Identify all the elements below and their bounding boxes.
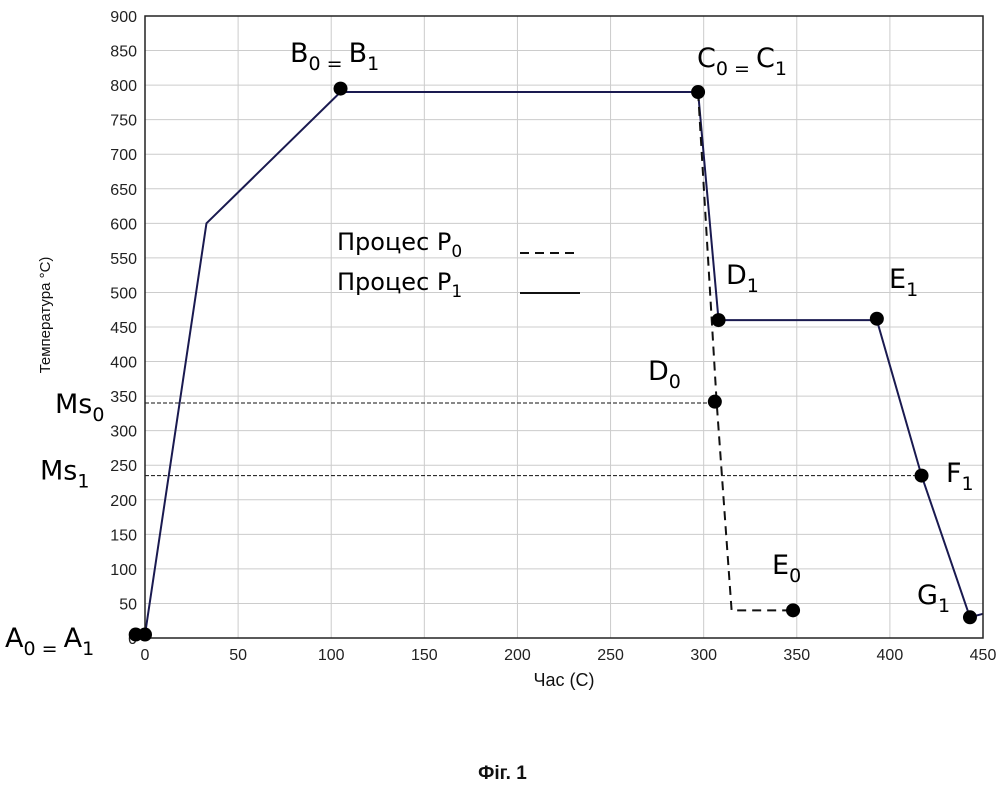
data-point — [138, 627, 152, 642]
point-label: E0 — [772, 550, 801, 587]
legend: Процес P0 Процес P1 — [337, 228, 580, 302]
y-tick-label: 900 — [110, 9, 137, 26]
x-tick-label: 300 — [690, 647, 717, 664]
y-tick-label: 400 — [110, 355, 137, 372]
point-label: B0 = B1 — [290, 38, 379, 75]
y-tick-label: 750 — [110, 113, 137, 130]
grid — [144, 15, 984, 639]
point-label: C0 = C1 — [697, 43, 787, 80]
y-tick-label: 100 — [110, 562, 137, 579]
data-point — [711, 313, 726, 328]
point-label: D0 — [648, 356, 681, 393]
point-label: D1 — [726, 260, 759, 297]
x-tick-label: 100 — [318, 647, 345, 664]
x-tick-label: 250 — [597, 647, 624, 664]
data-point — [333, 81, 348, 96]
data-point — [962, 610, 977, 625]
data-point — [707, 394, 722, 409]
data-point — [869, 311, 884, 326]
x-tick-label: 450 — [970, 647, 997, 664]
y-tick-label: 550 — [110, 251, 137, 268]
y-tick-label: 200 — [110, 493, 137, 510]
legend-entry: Процес P1 — [337, 268, 462, 302]
point-label: G1 — [917, 580, 950, 617]
y-tick-label: 850 — [110, 44, 137, 61]
legend-entry: Процес P0 — [337, 228, 462, 262]
x-tick-label: 350 — [783, 647, 810, 664]
data-point — [786, 603, 801, 618]
y-tick-label: 800 — [110, 78, 137, 95]
y-tick-label: 350 — [110, 389, 137, 406]
tick-labels: 0501001502002503003504004500501001502002… — [110, 9, 996, 664]
x-tick-label: 150 — [411, 647, 438, 664]
figure-caption: Фіг. 1 — [478, 763, 527, 784]
point-label: A0 = A1 — [5, 623, 94, 660]
reference-label: Ms1 — [40, 456, 89, 493]
y-tick-label: 700 — [110, 147, 137, 164]
x-tick-label: 200 — [504, 647, 531, 664]
y-tick-label: 250 — [110, 458, 137, 475]
plot-frame — [144, 15, 984, 639]
y-tick-label: 50 — [119, 596, 137, 613]
data-point — [691, 85, 706, 100]
y-tick-label: 600 — [110, 216, 137, 233]
reference-lines: Ms0 Ms1 — [40, 389, 922, 493]
series-lines — [135, 91, 984, 636]
y-tick-label: 650 — [110, 182, 137, 199]
data-points — [128, 81, 977, 642]
data-point — [914, 468, 929, 483]
y-tick-label: 150 — [110, 527, 137, 544]
x-axis-label: Час (С) — [534, 670, 595, 690]
x-tick-label: 0 — [141, 647, 150, 664]
y-axis-label: Температура °C) — [37, 257, 54, 374]
point-labels: A0 = A1 B0 = B1 C0 = C1 D1 D0 E1 E0 F1 G1 — [5, 38, 974, 660]
series-line-p0 — [697, 91, 794, 612]
reference-label: Ms0 — [55, 389, 104, 426]
x-tick-label: 400 — [877, 647, 904, 664]
y-tick-label: 450 — [110, 320, 137, 337]
y-tick-label: 300 — [110, 424, 137, 441]
point-label: F1 — [946, 458, 974, 495]
series-line-p1 — [135, 91, 984, 636]
point-label: E1 — [889, 264, 918, 301]
x-tick-label: 50 — [229, 647, 247, 664]
y-tick-label: 500 — [110, 285, 137, 302]
